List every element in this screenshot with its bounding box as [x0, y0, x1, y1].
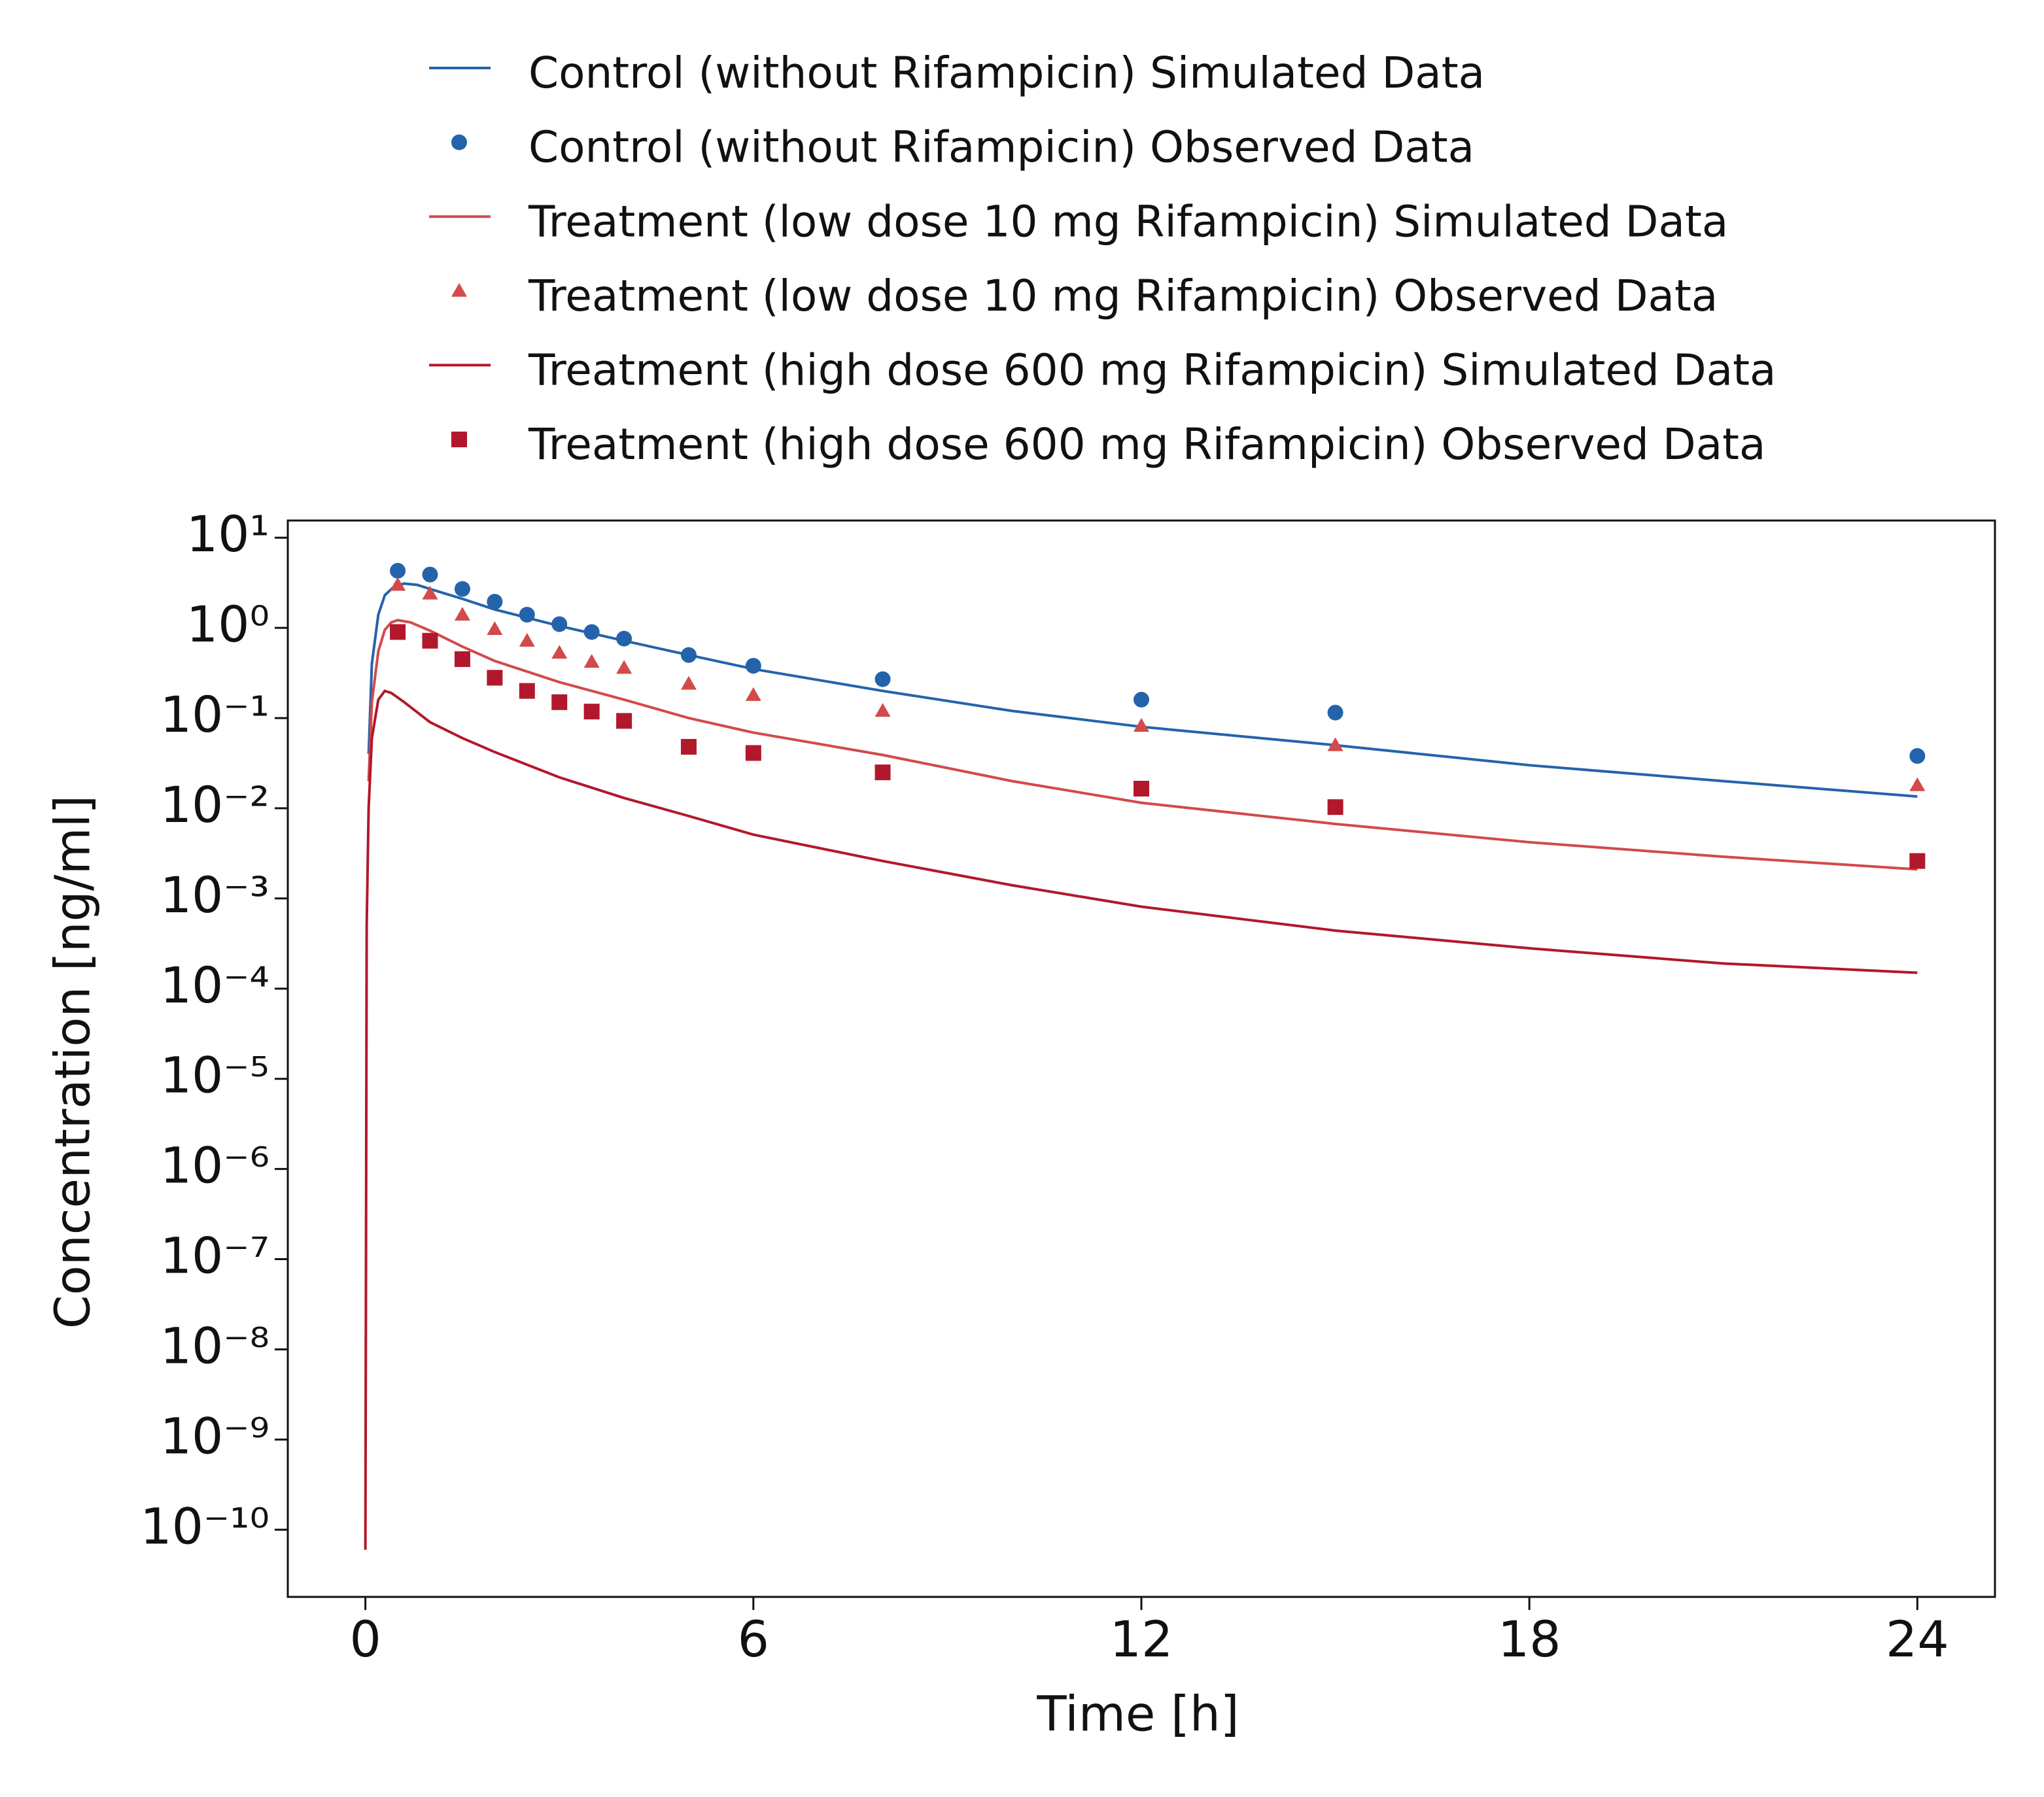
x-tick-label: 6	[738, 1610, 769, 1668]
data-point	[875, 703, 891, 717]
data-point	[1134, 780, 1149, 796]
data-point	[454, 607, 470, 621]
data-point	[616, 630, 632, 647]
y-tick-label: 10⁻²	[160, 776, 269, 834]
data-point	[1909, 777, 1926, 791]
data-point	[390, 624, 406, 640]
y-tick-label: 10⁻¹	[160, 685, 269, 744]
data-point	[519, 632, 535, 647]
data-point	[551, 694, 568, 710]
series-line	[367, 619, 1918, 871]
y-axis-title: Concentration [ng/ml]	[45, 795, 101, 1329]
series-line	[364, 689, 1918, 1550]
x-tick-label: 18	[1498, 1610, 1561, 1668]
data-point	[745, 745, 761, 761]
data-point	[487, 670, 503, 686]
plot-frame	[286, 519, 1996, 1598]
y-tick-label: 10¹	[186, 505, 269, 563]
data-point	[422, 566, 438, 583]
y-tick-label: 10⁰	[186, 595, 269, 653]
data-point	[745, 687, 761, 701]
data-point	[454, 651, 470, 667]
data-point	[583, 654, 600, 668]
data-point	[875, 671, 891, 687]
data-point	[583, 624, 600, 640]
data-point	[680, 739, 697, 755]
data-point	[583, 704, 600, 720]
x-tick-label: 24	[1886, 1610, 1949, 1668]
data-point	[519, 683, 535, 699]
data-point	[422, 632, 438, 649]
x-axis-title: Time [h]	[1036, 1686, 1239, 1743]
data-point	[1327, 737, 1343, 751]
data-point	[487, 594, 503, 610]
data-point	[1134, 717, 1149, 732]
data-point	[680, 676, 697, 690]
legend-label: Treatment (high dose 600 mg Rifampicin) …	[528, 345, 1776, 395]
legend-swatch	[451, 134, 467, 150]
y-tick-label: 10⁻¹⁰	[140, 1497, 269, 1555]
legend-label: Control (without Rifampicin) Simulated D…	[528, 48, 1485, 98]
data-point	[390, 577, 406, 591]
data-point	[1909, 748, 1926, 764]
data-point	[616, 660, 632, 674]
data-point	[1134, 691, 1149, 708]
y-tick-label: 10⁻³	[160, 866, 269, 924]
x-tick-label: 12	[1110, 1610, 1173, 1668]
data-point	[875, 764, 891, 781]
legend-label: Control (without Rifampicin) Observed Da…	[528, 122, 1474, 173]
legend-swatch	[451, 282, 467, 297]
data-point	[422, 585, 438, 600]
legend-swatch	[451, 432, 467, 447]
data-point	[551, 616, 568, 632]
data-point	[390, 562, 406, 579]
data-point	[454, 581, 470, 597]
legend-label: Treatment (low dose 10 mg Rifampicin) Si…	[528, 196, 1728, 247]
series-line	[367, 582, 1918, 798]
y-tick-label: 10⁻⁷	[160, 1227, 269, 1285]
data-point	[616, 713, 632, 729]
data-point	[680, 647, 697, 663]
y-tick-label: 10⁻⁸	[160, 1316, 269, 1375]
x-tick-label: 0	[349, 1610, 381, 1668]
data-point	[1327, 704, 1343, 721]
y-tick-label: 10⁻⁶	[160, 1137, 269, 1195]
legend-label: Treatment (low dose 10 mg Rifampicin) Ob…	[528, 271, 1718, 321]
data-point	[487, 621, 503, 635]
data-point	[551, 645, 568, 659]
data-point	[519, 607, 535, 623]
y-tick-label: 10⁻⁵	[160, 1046, 269, 1104]
data-point	[1909, 853, 1926, 869]
data-point	[1327, 799, 1343, 815]
data-point	[745, 658, 761, 674]
y-tick-label: 10⁻⁹	[160, 1407, 269, 1465]
y-tick-label: 10⁻⁴	[160, 956, 269, 1014]
legend-label: Treatment (high dose 600 mg Rifampicin) …	[528, 419, 1765, 470]
